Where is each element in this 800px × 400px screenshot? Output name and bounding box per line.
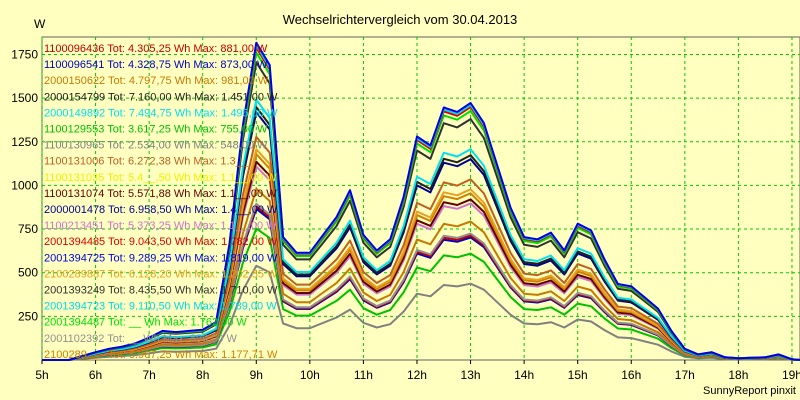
legend-entry-1100130965: 1100130965 Tot: 2.534,00 Wh Max: 548,00 … (44, 140, 268, 152)
y-tick-label: 1750 (11, 47, 38, 61)
legend-entry-2001102392: 2001102392 Tot: __ Wh Max: 899,00 W (44, 333, 237, 345)
legend-entry-2000154799: 2000154799 Tot: 7.160,00 Wh Max: 1.451,0… (44, 91, 278, 103)
footer-credit: SunnyReport pinxit (703, 385, 796, 397)
legend-entry-1100096541: 1100096541 Tot: 4.328,75 Wh Max: 873,00 … (44, 59, 268, 71)
legend-entry-2001394485: 2001394485 Tot: 9.043,50 Wh Max: 1.782,0… (44, 236, 278, 248)
plot-area (41, 36, 800, 361)
legend-entry-2001394723: 2001394723 Tot: 9.110,50 Wh Max: 1.789,0… (44, 301, 277, 313)
y-tick-label: 250 (18, 309, 38, 323)
x-tick-label: 7h (142, 368, 155, 382)
legend-entry-2100289887: 2100289887 Tot: 6.128,20 Wh Max: 1.202,5… (44, 268, 278, 280)
series-lines (42, 41, 800, 361)
x-tick-label: 12h (407, 368, 427, 382)
x-tick-label: 18h (728, 368, 748, 382)
x-tick-label: 8h (196, 368, 209, 382)
x-tick-label: 17h (675, 368, 695, 382)
legend-entry-1100131006: 1100131006 Tot: 6.272,38 Wh Max: 1.3__ (44, 156, 249, 168)
x-tick-label: 11h (354, 368, 373, 382)
legend: 1100096436 Tot: 4.305,25 Wh Max: 881,00 … (44, 43, 278, 361)
x-axis-ticks: 5h 6h 7h 8h 9h 10h 11h 12h 13h 14h 15h 16h 17h 18h 19h (35, 360, 800, 382)
x-tick-label: 19h (782, 368, 800, 382)
legend-entry-2001394487: 2001394487 Tot: __ Wh Max: 1.762,00 W (44, 317, 247, 329)
legend-entry-2000149892: 2000149892 Tot: 7.494,75 Wh Max: 1.495,0… (44, 107, 278, 119)
y-axis-ticks: 250 500 750 1000 1250 1500 1750 (11, 47, 38, 323)
legend-entry-1100131035: 1100131035 Tot: 5.4__,50 Wh Max: 1.1__,0… (44, 172, 277, 184)
y-tick-label: 750 (18, 222, 38, 236)
legend-entry-2000150622: 2000150622 Tot: 4.797,75 Wh Max: 981,00 … (44, 75, 269, 87)
chart-title: Wechselrichtervergleich vom 30.04.2013 (283, 12, 518, 27)
series-line-2000149892 (42, 98, 800, 361)
y-tick-label: 1500 (11, 91, 38, 105)
x-tick-label: 15h (568, 368, 588, 382)
x-tick-label: 10h (300, 368, 320, 382)
y-tick-label: 1000 (11, 178, 38, 192)
x-tick-label: 5h (35, 368, 48, 382)
series-line-2001394725 (42, 41, 800, 361)
legend-entry-1100131074: 1100131074 Tot: 5.571,88 Wh Max: 1.1__,0… (44, 188, 277, 200)
y-axis-label: W (34, 17, 46, 31)
series-line-1100130965 (42, 264, 800, 361)
y-tick-label: 500 (18, 266, 38, 280)
legend-entry-1100213451: 1100213451 Tot: 5.373,25 Wh Max: 1.1__,0… (44, 220, 277, 232)
legend-entry-1100096436: 1100096436 Tot: 4.305,25 Wh Max: 881,00 … (44, 43, 268, 55)
x-tick-label: 13h (461, 368, 481, 382)
legend-entry-2001393249: 2001393249 Tot: 8.435,50 Wh Max: 1.710,0… (44, 285, 278, 297)
legend-entry-1100129553: 1100129553 Tot: 3.617,25 Wh Max: 755,00 … (44, 124, 268, 136)
legend-entry-2000001478: 2000001478 Tot: 6.958,50 Wh Max: 1.4__,0… (44, 204, 278, 216)
y-tick-label: 1250 (11, 135, 38, 149)
legend-entry-2100289___: 2100289___ Tot: 5.967,25 Wh Max: 1.177,7… (44, 349, 278, 361)
x-tick-label: 16h (621, 368, 641, 382)
x-tick-label: 6h (89, 368, 102, 382)
legend-entry-2001394725: 2001394725 Tot: 9.289,25 Wh Max: 1.819,0… (44, 252, 278, 264)
x-tick-label: 9h (250, 368, 263, 382)
x-tick-label: 14h (514, 368, 534, 382)
